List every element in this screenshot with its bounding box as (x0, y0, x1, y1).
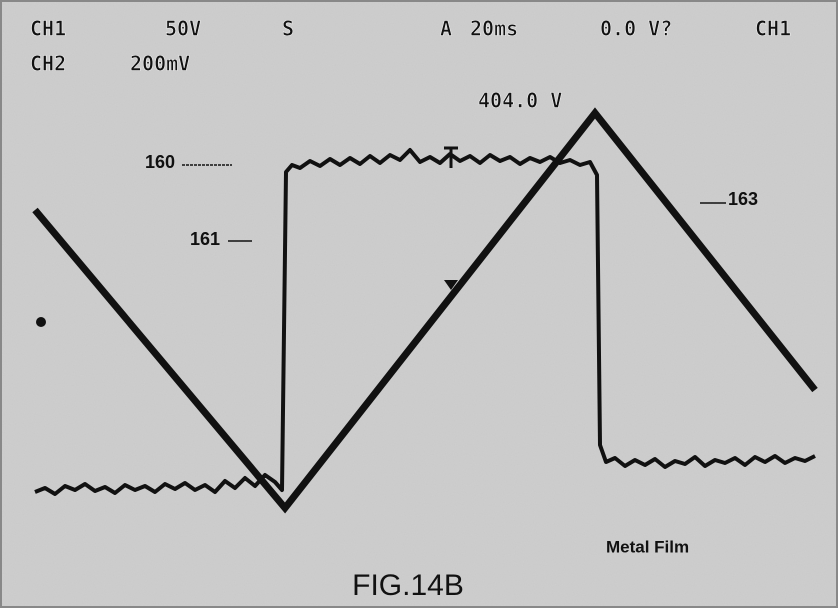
oscilloscope-figure: CH1 50V S A 20ms 0.0 V? CH1 CH2 200mV 40… (0, 0, 838, 608)
header-item: 200mV (130, 52, 190, 76)
peak-readout: 404.0 V (478, 89, 562, 113)
annotation: Metal Film (606, 537, 689, 556)
page: CH1 50V S A 20ms 0.0 V? CH1 CH2 200mV 40… (0, 0, 838, 608)
header-item: CH2 (30, 52, 66, 76)
header-item: 20ms (470, 17, 518, 41)
screen-grain (0, 0, 838, 608)
channel-marker (36, 317, 46, 327)
header-item: 0.0 V? (600, 17, 672, 41)
figure-caption: FIG.14B (352, 569, 464, 602)
callout-label: 161 (190, 229, 220, 249)
callout-label: 163 (728, 189, 758, 209)
header-item: 50V (165, 17, 201, 41)
header-item: S (282, 17, 294, 41)
header-item: A (440, 17, 452, 41)
header-item: CH1 (30, 17, 66, 41)
header-item: CH1 (755, 17, 791, 41)
callout-label: 160 (145, 152, 175, 172)
